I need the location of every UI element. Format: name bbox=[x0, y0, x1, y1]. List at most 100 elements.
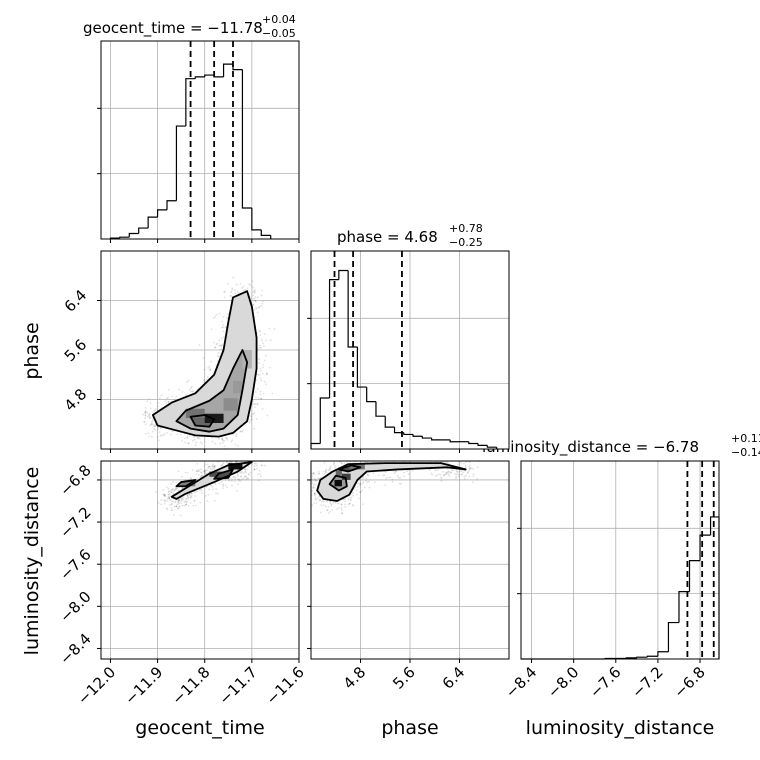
scatter-point bbox=[443, 474, 445, 477]
scatter-point bbox=[406, 470, 409, 472]
scatter-point bbox=[168, 498, 171, 500]
scatter-point bbox=[256, 296, 259, 299]
scatter-point bbox=[235, 435, 238, 437]
scatter-point bbox=[213, 499, 216, 502]
contour-line-2-2 bbox=[337, 464, 362, 473]
scatter-point bbox=[147, 432, 150, 435]
scatter-point bbox=[252, 450, 254, 452]
scatter-point bbox=[163, 493, 166, 496]
scatter-point bbox=[251, 463, 254, 465]
scatter-point bbox=[359, 491, 361, 494]
scatter-point bbox=[200, 471, 202, 474]
scatter-point bbox=[209, 369, 212, 372]
scatter-point bbox=[160, 503, 163, 506]
scatter-point bbox=[441, 453, 443, 455]
scatter-point bbox=[195, 478, 198, 481]
scatter-point bbox=[192, 439, 194, 442]
hist-bin-phase-6 bbox=[366, 387, 376, 403]
scatter-point bbox=[212, 463, 214, 466]
scatter-point bbox=[268, 327, 271, 330]
scatter-background-1 bbox=[101, 461, 299, 659]
scatter-point bbox=[213, 464, 216, 467]
scatter-point bbox=[219, 344, 222, 347]
scatter-point bbox=[214, 346, 217, 349]
scatter-point bbox=[332, 461, 335, 464]
scatter-point bbox=[215, 458, 217, 460]
scatter-point bbox=[234, 478, 237, 481]
hist-bin-phase-1 bbox=[319, 397, 330, 444]
scatter-point bbox=[262, 345, 265, 348]
scatter-point bbox=[221, 320, 224, 323]
scatter-point bbox=[196, 437, 199, 439]
scatter-point bbox=[359, 482, 361, 485]
scatter-point bbox=[262, 366, 265, 369]
scatter-point bbox=[234, 476, 237, 479]
scatter-point bbox=[434, 474, 437, 477]
scatter-point bbox=[218, 339, 221, 342]
scatter-point bbox=[395, 470, 397, 473]
scatter-point bbox=[253, 455, 255, 457]
scatter-point bbox=[192, 390, 195, 393]
scatter-point bbox=[338, 461, 341, 463]
scatter-point bbox=[208, 365, 211, 368]
hist-bin-luminosity_distance-14 bbox=[667, 621, 679, 652]
scatter-point bbox=[314, 478, 317, 481]
scatter-point bbox=[150, 421, 153, 423]
scatter-point bbox=[257, 397, 260, 400]
scatter-point bbox=[178, 388, 180, 391]
y-tick-label-geocent_time-luminosity_distance-2: −7.6 bbox=[56, 545, 94, 583]
scatter-point bbox=[226, 458, 228, 460]
scatter-point bbox=[253, 467, 256, 470]
scatter-point bbox=[195, 441, 198, 444]
scatter-point bbox=[247, 458, 249, 460]
scatter-point bbox=[357, 497, 360, 500]
scatter-point bbox=[314, 479, 317, 482]
scatter-point bbox=[327, 469, 330, 472]
y-tick-label-geocent_time-phase-1: 5.6 bbox=[61, 336, 91, 366]
scatter-point bbox=[218, 312, 221, 315]
scatter-point bbox=[353, 452, 355, 454]
scatter-point bbox=[184, 500, 187, 503]
scatter-point bbox=[234, 457, 236, 459]
contour-line-0-2 bbox=[189, 414, 216, 428]
scatter-point bbox=[382, 458, 384, 460]
scatter-point bbox=[357, 482, 360, 485]
density-cell-1-1 bbox=[209, 471, 224, 477]
scatter-point bbox=[198, 474, 200, 476]
scatter-point bbox=[256, 403, 259, 406]
scatter-point bbox=[195, 504, 197, 507]
scatter-point bbox=[443, 474, 445, 477]
scatter-point bbox=[437, 473, 440, 476]
y-tick-label-geocent_time-luminosity_distance-4: −6.8 bbox=[56, 461, 94, 499]
scatter-point bbox=[313, 486, 315, 489]
scatter-point bbox=[398, 456, 400, 458]
scatter-point bbox=[368, 480, 370, 483]
scatter-point bbox=[187, 379, 190, 382]
scatter-point bbox=[253, 289, 256, 292]
scatter-point bbox=[186, 494, 189, 497]
hist-bin-geocent_time-14 bbox=[241, 69, 252, 209]
scatter-point bbox=[203, 368, 206, 371]
scatter-point bbox=[169, 499, 172, 502]
scatter-point bbox=[188, 434, 191, 437]
hist-bin-geocent_time-15 bbox=[251, 208, 262, 231]
scatter-point bbox=[208, 465, 211, 468]
scatter-point bbox=[211, 465, 214, 468]
scatter-point bbox=[312, 487, 315, 490]
scatter-point bbox=[259, 456, 261, 458]
scatter-point bbox=[170, 489, 173, 492]
scatter-point bbox=[157, 428, 160, 431]
scatter-point bbox=[188, 388, 191, 391]
hist-bin-geocent_time-10 bbox=[204, 74, 215, 77]
scatter-point bbox=[253, 308, 256, 311]
scatter-point bbox=[261, 339, 264, 342]
scatter-point bbox=[248, 456, 250, 458]
scatter-point bbox=[261, 408, 264, 410]
scatter-point bbox=[250, 297, 253, 300]
scatter-point bbox=[327, 512, 330, 515]
scatter-point bbox=[144, 406, 147, 409]
scatter-point bbox=[450, 471, 453, 474]
scatter-point bbox=[314, 492, 317, 495]
scatter-point bbox=[329, 466, 332, 469]
